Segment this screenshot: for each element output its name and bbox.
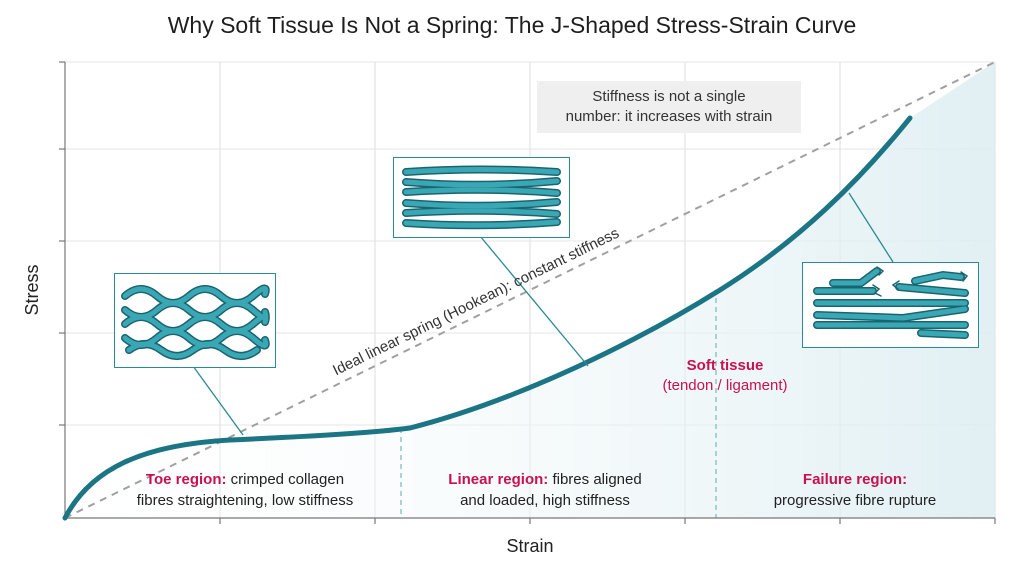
toe-region-title: Toe region: xyxy=(145,471,227,488)
j-curve xyxy=(62,115,913,521)
region-fill xyxy=(65,62,995,518)
ruptured-fibres-icon xyxy=(813,266,969,339)
toe-region-text-1: crimped collagen xyxy=(230,471,345,488)
soft-tissue-label: Soft tissue (tendon / ligament) xyxy=(610,356,840,396)
y-ticks xyxy=(59,61,65,426)
toe-region-text-2: fibres straightening, low stiffness xyxy=(136,492,354,509)
toe-fibre-inset xyxy=(114,273,276,368)
failure-fibre-inset xyxy=(802,262,979,348)
diagram-title: Why Soft Tissue Is Not a Spring: The J-S… xyxy=(167,12,857,38)
failure-leader-line xyxy=(848,192,894,263)
note-line-2: number: it increases with strain xyxy=(565,108,773,125)
aligned-fibres-icon xyxy=(402,165,561,230)
leader-lines xyxy=(192,192,894,436)
soft-tissue-name: Soft tissue xyxy=(686,357,764,374)
spring-line-label: Ideal linear spring (Hookean): constant … xyxy=(330,225,622,380)
linear-leader-line xyxy=(479,235,589,367)
x-ticks xyxy=(219,518,996,524)
linear-region-title: Linear region: xyxy=(448,471,549,488)
note-line-1: Stiffness is not a single xyxy=(592,88,746,105)
linear-region-text-1: fibres aligned xyxy=(552,471,642,488)
toe-region-label: Toe region: crimped collagen fibres stra… xyxy=(60,469,430,511)
failure-region-label: Failure region: progressive fibre ruptur… xyxy=(735,469,975,511)
linear-fibre-inset xyxy=(393,157,570,238)
linear-region-text-2: and loaded, high stiffness xyxy=(460,492,630,509)
linear-region-label: Linear region: fibres aligned and loaded… xyxy=(405,469,685,511)
crimped-fibres-icon xyxy=(121,284,270,360)
toe-leader-line xyxy=(192,365,244,436)
failure-region-title: Failure region: xyxy=(802,471,908,488)
y-axis-label: Stress xyxy=(22,264,42,316)
soft-tissue-detail: (tendon / ligament) xyxy=(662,377,788,394)
stiffness-note: Stiffness is not a single number: it inc… xyxy=(537,81,801,133)
failure-region-text-1: progressive fibre rupture xyxy=(773,492,937,509)
x-axis-label: Strain xyxy=(506,536,554,556)
